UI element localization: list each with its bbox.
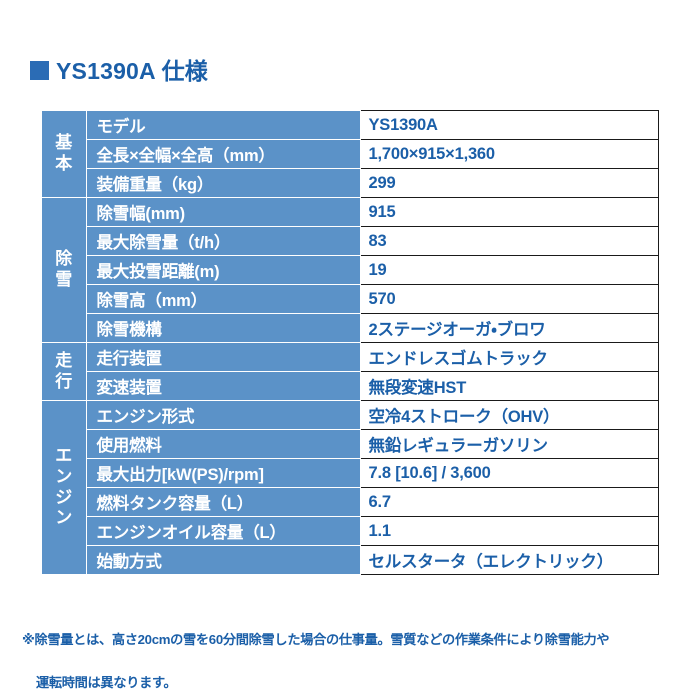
row-label: 最大出力[kW(PS)/rpm] — [85, 458, 361, 488]
row-value: 83 — [359, 226, 659, 256]
row-label: エンジン形式 — [85, 400, 361, 430]
row-label: 使用燃料 — [85, 429, 361, 459]
group-header-label: 除 雪 — [55, 249, 73, 289]
row-value: セルスタータ（エレクトリック） — [359, 545, 659, 575]
footnote-line: 運転時間は異なります。 — [36, 675, 177, 691]
row-value: 299 — [359, 168, 659, 198]
table-row: 基 本 モデル YS1390A — [42, 110, 659, 198]
group-header-label: 基 本 — [55, 133, 73, 173]
row-value: 19 — [359, 255, 659, 285]
row-label: 除雪機構 — [85, 313, 361, 343]
row-value: 1.1 — [359, 516, 659, 546]
square-marker-icon — [30, 60, 49, 80]
row-label: 変速装置 — [85, 371, 361, 401]
group-header-engine: エ ン ジ ン — [42, 400, 87, 575]
row-label: 除雪高（mm） — [85, 284, 361, 314]
footnotes: ※除雪量とは、高さ20cmの雪を60分間除雪した場合の仕事量。雪質などの作業条件… — [22, 608, 688, 700]
row-value: 空冷4ストローク（OHV） — [359, 400, 659, 430]
footnote-line: ※除雪量とは、高さ20cmの雪を60分間除雪した場合の仕事量。雪質などの作業条件… — [22, 632, 610, 648]
row-label: 最大除雪量（t/h） — [85, 226, 361, 256]
table-row: エンジンオイル容量（L） 1.1 — [42, 516, 659, 546]
group-header-soukou: 走 行 — [42, 342, 87, 401]
group-header-kihon: 基 本 — [42, 110, 87, 198]
row-label: 除雪幅(mm) — [85, 197, 361, 227]
table-row: 燃料タンク容量（L） 6.7 — [42, 487, 659, 517]
row-label: 走行装置 — [85, 342, 361, 372]
table-row: 最大除雪量（t/h） 83 — [42, 226, 659, 256]
row-value: エンドレスゴムトラック — [359, 342, 659, 372]
row-value: YS1390A — [359, 110, 659, 140]
table-row: 変速装置 無段変速HST — [42, 371, 659, 401]
table-row: エ ン ジ ン エンジン形式 空冷4ストローク（OHV） — [42, 400, 659, 575]
row-label: エンジンオイル容量（L） — [85, 516, 361, 546]
row-label: モデル — [85, 110, 361, 140]
page-title-text: YS1390A 仕様 — [56, 58, 208, 84]
row-label: 最大投雪距離(m) — [85, 255, 361, 285]
row-label: 燃料タンク容量（L） — [85, 487, 361, 517]
specification-table-body: 基 本 モデル YS1390A 全長×全幅×全高（mm） 1,700×915×1… — [42, 110, 659, 575]
table-row: 装備重量（kg） 299 — [42, 168, 659, 198]
table-row: 除雪機構 2ステージオーガ・ブロワ — [42, 313, 659, 343]
footnote-item: ※除雪量とは、高さ20cmの雪を60分間除雪した場合の仕事量。雪質などの作業条件… — [22, 608, 688, 700]
row-value: 915 — [359, 197, 659, 227]
row-value: 570 — [359, 284, 659, 314]
table-row: 全長×全幅×全高（mm） 1,700×915×1,360 — [42, 139, 659, 169]
row-value: 2ステージオーガ・ブロワ — [359, 313, 659, 343]
specification-table: 基 本 モデル YS1390A 全長×全幅×全高（mm） 1,700×915×1… — [42, 110, 659, 575]
row-label: 全長×全幅×全高（mm） — [85, 139, 361, 169]
group-header-josetsu: 除 雪 — [42, 197, 87, 343]
table-row: 使用燃料 無鉛レギュラーガソリン — [42, 429, 659, 459]
group-header-label: エ ン ジ ン — [55, 446, 73, 528]
row-value: 1,700×915×1,360 — [359, 139, 659, 169]
group-header-label: 走 行 — [55, 350, 73, 391]
row-value: 7.8 [10.6] / 3,600 — [359, 458, 659, 488]
row-value: 無段変速HST — [359, 371, 659, 401]
table-row: 最大投雪距離(m) 19 — [42, 255, 659, 285]
table-row: 走 行 走行装置 エンドレスゴムトラック — [42, 342, 659, 401]
row-label: 始動方式 — [85, 545, 361, 575]
row-value: 6.7 — [359, 487, 659, 517]
table-row: 始動方式 セルスタータ（エレクトリック） — [42, 545, 659, 575]
row-label: 装備重量（kg） — [85, 168, 361, 198]
table-row: 除雪高（mm） 570 — [42, 284, 659, 314]
table-row: 除 雪 除雪幅(mm) 915 — [42, 197, 659, 343]
page-title: YS1390A 仕様 — [30, 52, 208, 86]
row-value: 無鉛レギュラーガソリン — [359, 429, 659, 459]
table-row: 最大出力[kW(PS)/rpm] 7.8 [10.6] / 3,600 — [42, 458, 659, 488]
